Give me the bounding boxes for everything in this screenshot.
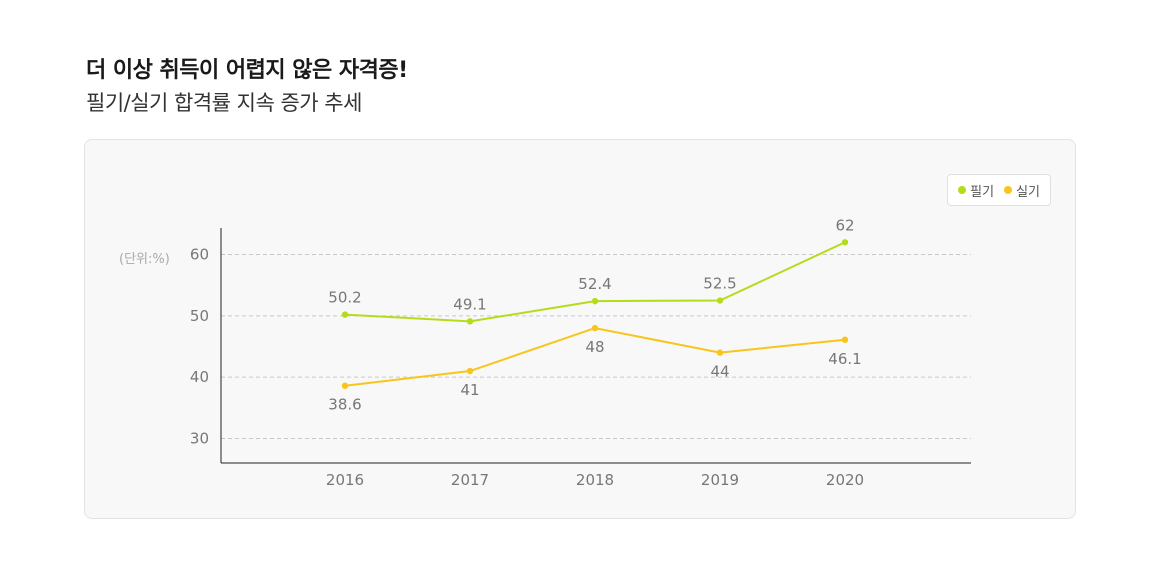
- data-label-0-4: 62: [835, 216, 854, 234]
- legend-item-written: 필기: [958, 181, 994, 200]
- chart-card: (단위:%) 필기 실기 30 40 50 60 2016 2017 2018 2019 202…: [84, 139, 1076, 519]
- data-label-1-3: 44: [710, 363, 729, 381]
- data-point-0-0: [341, 311, 349, 318]
- data-label-1-2: 48: [585, 338, 604, 356]
- legend-dot-written: [958, 186, 967, 194]
- y-unit-label: (단위:%): [119, 252, 170, 267]
- data-point-1-1: [466, 367, 474, 375]
- data-label-1-0: 38.6: [328, 396, 361, 414]
- x-tick-label-2020: 2020: [826, 471, 864, 489]
- page-title: 더 이상 취득이 어렵지 않은 자격증!: [86, 58, 408, 83]
- data-point-1-4: [841, 336, 849, 343]
- data-point-0-2: [591, 297, 599, 305]
- legend-label-practical: 실기: [1016, 184, 1040, 200]
- data-label-1-4: 46.1: [828, 350, 861, 368]
- data-point-0-1: [466, 318, 474, 325]
- legend-label-written: 필기: [970, 184, 995, 200]
- x-tick-label-2016: 2016: [326, 471, 364, 489]
- legend-item-practical: 실기: [1004, 181, 1040, 200]
- page-subtitle: 필기/실기 합격률 지속 증가 추세: [86, 91, 362, 115]
- data-point-1-0: [341, 382, 349, 389]
- data-label-0-2: 52.4: [578, 275, 611, 293]
- data-label-0-0: 50.2: [328, 289, 361, 307]
- line-chart: 30 40 50 60 2016 2017 2018 2019 2020 50.2 49.1 52.4…: [190, 216, 971, 489]
- y-tick-label-40: 40: [190, 368, 209, 386]
- data-label-0-1: 49.1: [453, 295, 486, 313]
- chart-legend: 필기 실기: [947, 174, 1051, 206]
- y-tick-label-30: 30: [190, 429, 209, 447]
- data-point-0-3: [716, 297, 724, 304]
- y-tick-label-60: 60: [190, 246, 209, 264]
- x-tick-label-2019: 2019: [701, 471, 739, 489]
- y-tick-label-50: 50: [190, 307, 209, 325]
- legend-dot-practical: [1004, 186, 1013, 194]
- data-point-1-2: [591, 324, 599, 332]
- data-label-0-3: 52.5: [703, 275, 736, 293]
- data-point-0-4: [841, 239, 849, 246]
- data-point-1-3: [716, 349, 724, 356]
- x-tick-label-2017: 2017: [451, 471, 489, 489]
- x-tick-label-2018: 2018: [576, 471, 614, 489]
- data-label-1-1: 41: [460, 381, 479, 399]
